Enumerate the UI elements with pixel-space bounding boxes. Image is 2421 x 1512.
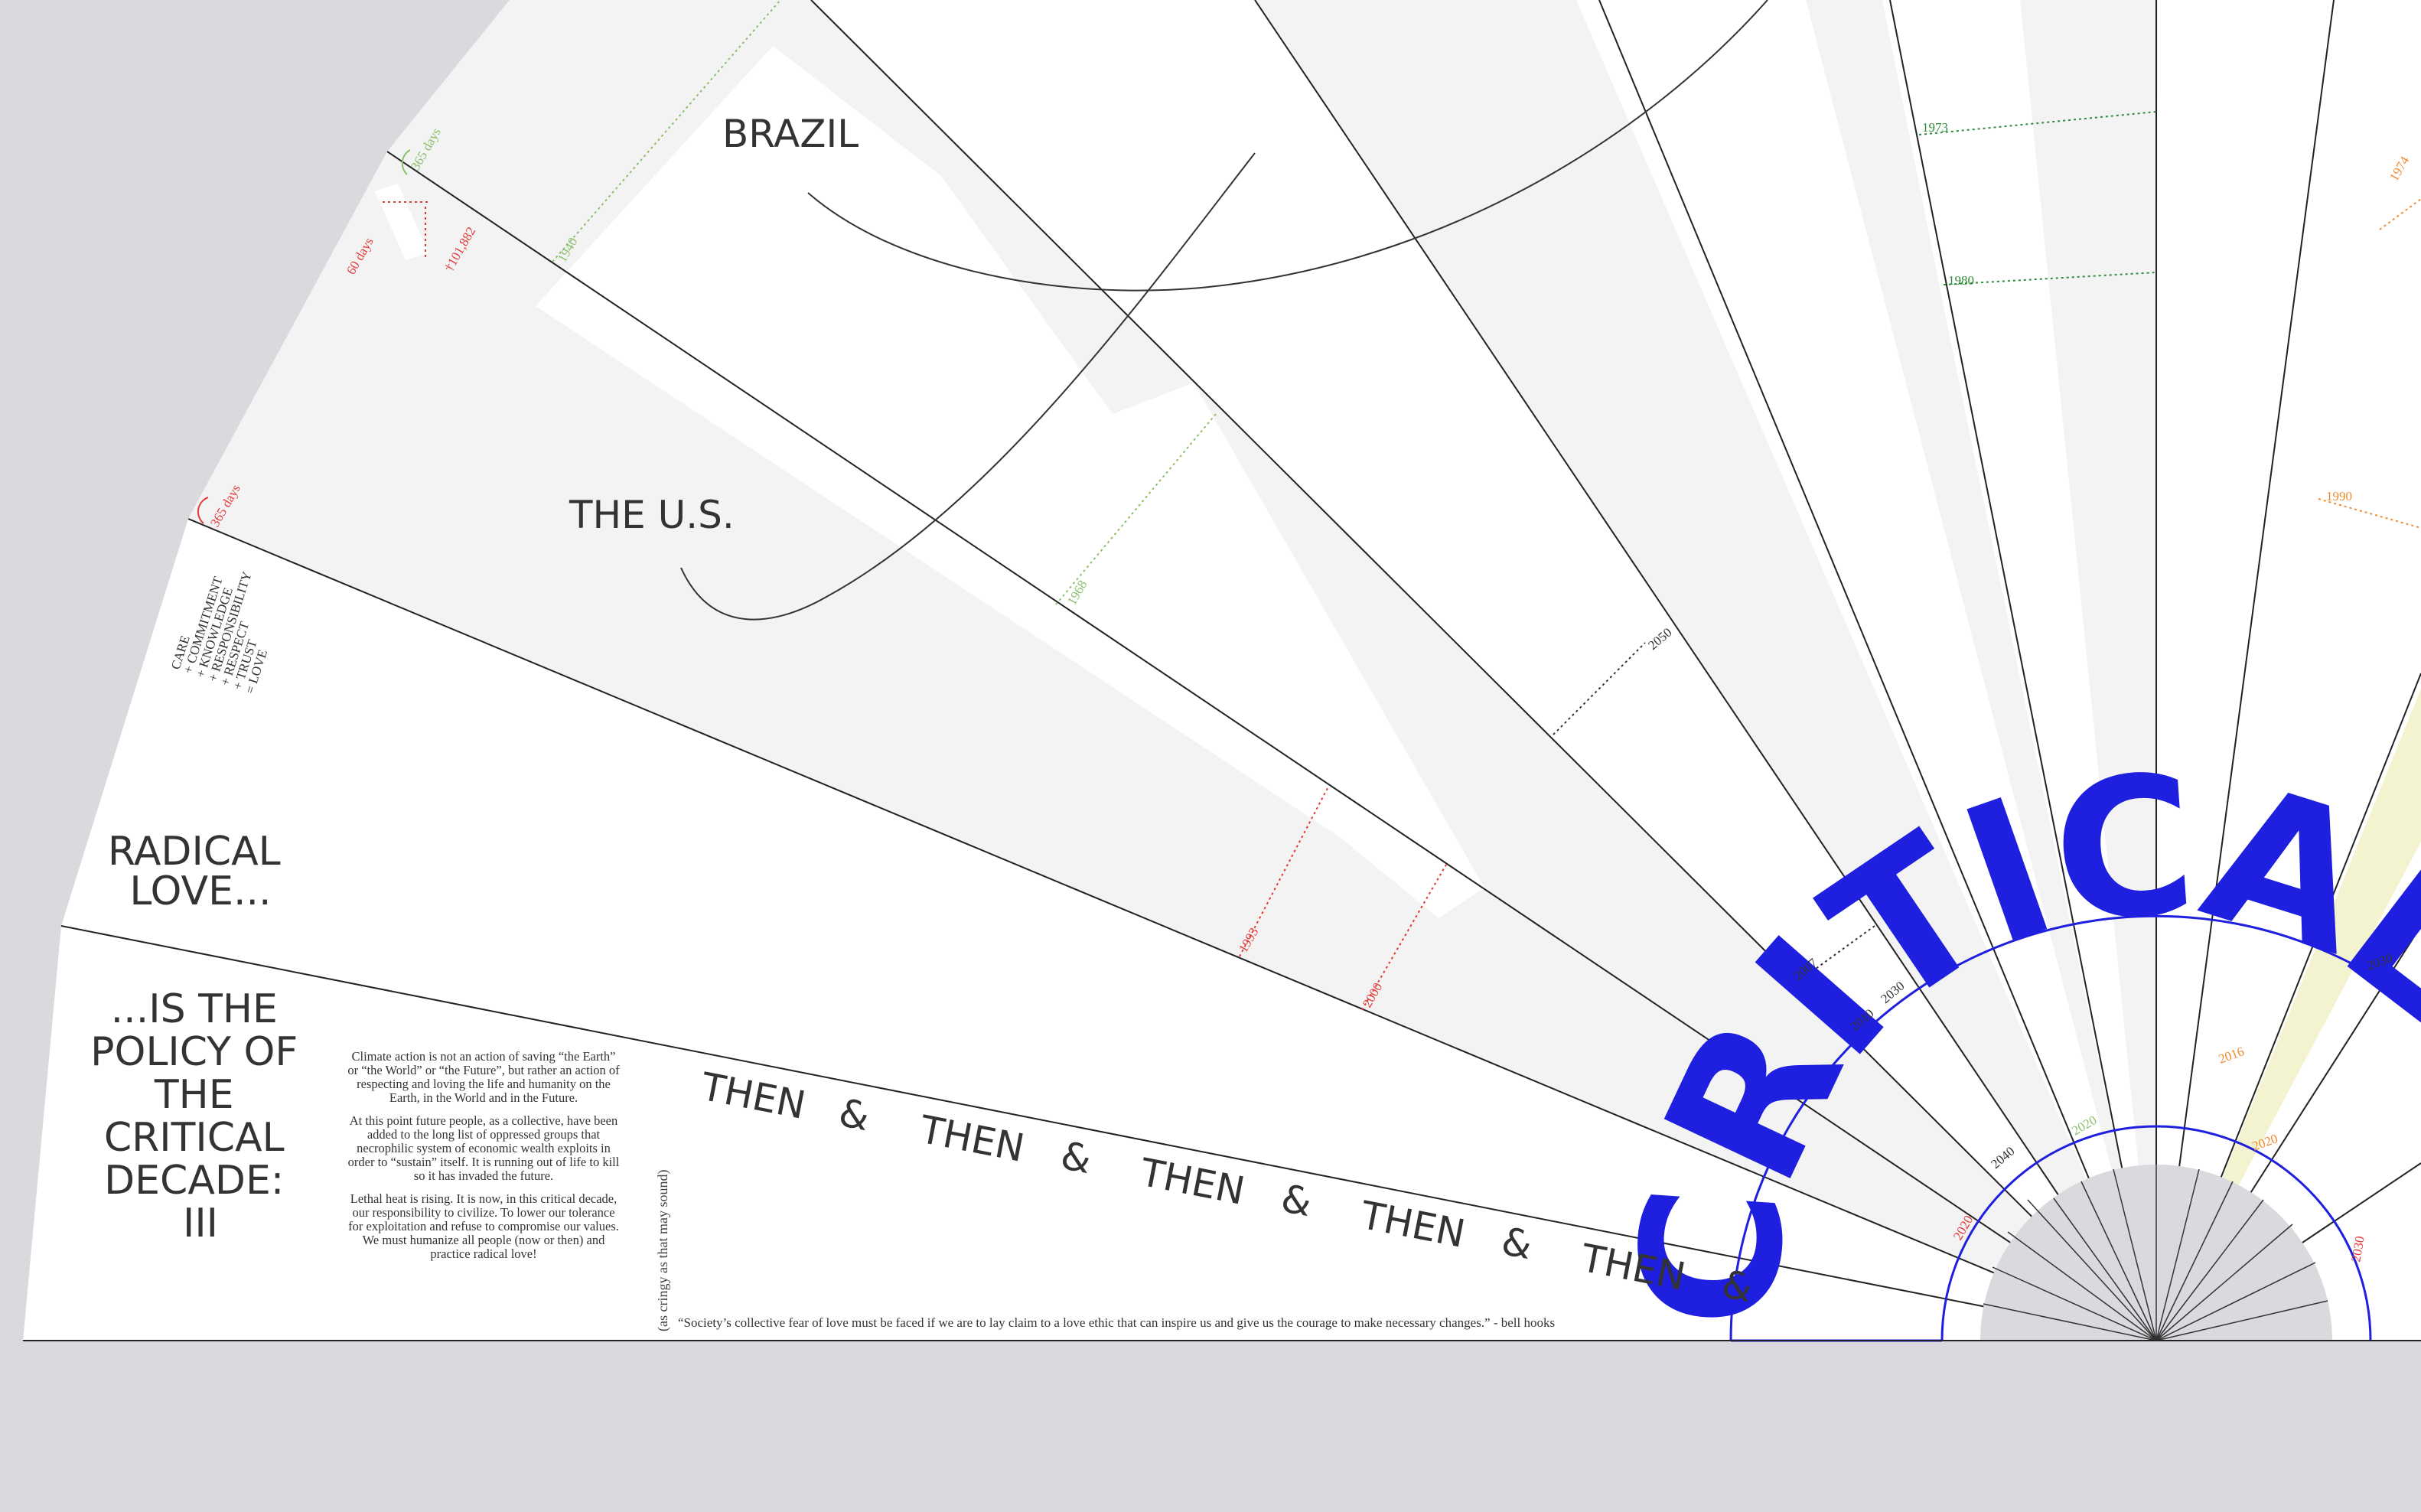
country-label-brazil: BRAZIL bbox=[722, 112, 859, 156]
fan-rays bbox=[60, 0, 2421, 1341]
radical-love-heading: RADICAL LOVE... bbox=[108, 829, 293, 914]
aside-note: (as cringy as that may sound) bbox=[655, 1170, 671, 1331]
year-label: 1980 bbox=[1948, 273, 1974, 288]
band-wedge-c bbox=[2020, 0, 2158, 1341]
year-label: 1990 bbox=[2326, 489, 2352, 503]
day-bracket-mid bbox=[197, 497, 209, 524]
band-middle bbox=[188, 152, 2156, 1341]
year-label: 1973 bbox=[1922, 120, 1948, 135]
year-markers bbox=[383, 0, 2421, 1011]
essay-paragraph: Climate action is not an action of savin… bbox=[347, 1049, 620, 1105]
day-bracket-top bbox=[401, 149, 411, 175]
hub-spokes bbox=[1980, 1165, 2328, 1341]
band-wedge-b bbox=[1806, 0, 2156, 1341]
cutout-strip-2 bbox=[918, 383, 1484, 918]
essay-block: Climate action is not an action of savin… bbox=[347, 1050, 620, 1270]
us-curve bbox=[680, 152, 1256, 621]
policy-heading: ...IS THE POLICY OF THE CRITICAL DECADE:… bbox=[90, 986, 311, 1246]
essay-paragraph: At this point future people, as a collec… bbox=[347, 1113, 620, 1183]
bell-hooks-quote: “Society’s collective fear of love must … bbox=[678, 1315, 1555, 1330]
brazil-curve bbox=[807, 0, 1768, 292]
essay-paragraph: Lethal heat is rising. It is now, in thi… bbox=[348, 1191, 619, 1261]
country-label-us: THE U.S. bbox=[569, 493, 735, 537]
